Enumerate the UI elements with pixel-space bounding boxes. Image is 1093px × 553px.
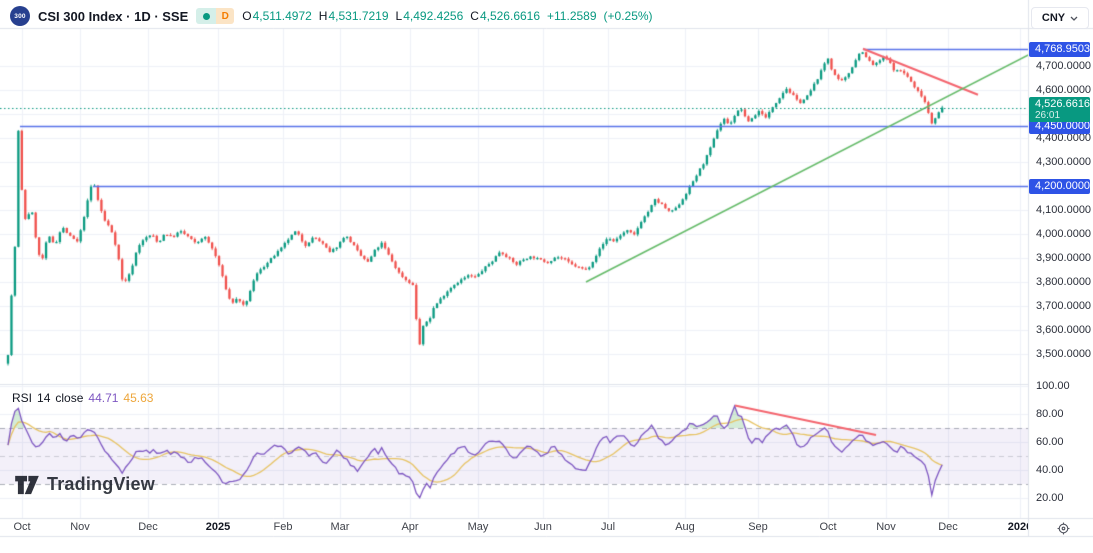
time-label-Dec: Dec bbox=[938, 521, 958, 533]
time-label-May: May bbox=[467, 521, 489, 533]
price-change: +11.2589 bbox=[547, 9, 597, 23]
price-tick-4000: 4,000.0000 bbox=[1036, 227, 1092, 240]
interval-badge: D bbox=[216, 8, 235, 24]
tradingview-watermark[interactable]: TradingView bbox=[14, 474, 155, 495]
rsi-tick-20: 20.00 bbox=[1036, 491, 1064, 504]
time-label-Aug: Aug bbox=[675, 521, 695, 533]
time-label-Dec: Dec bbox=[138, 521, 158, 533]
chevron-down-icon bbox=[1070, 16, 1078, 21]
rsi-length: 14 bbox=[37, 391, 51, 405]
price-tick-3600: 3,600.0000 bbox=[1036, 323, 1092, 336]
rsi-legend[interactable]: RSI 14 close 44.71 45.63 bbox=[12, 391, 153, 405]
rsi-value: 44.71 bbox=[88, 391, 119, 405]
market-open-dot-icon bbox=[196, 8, 217, 24]
chart-header: 300 CSI 300 Index · 1D · SSE D O 4,511.49… bbox=[10, 5, 653, 27]
price-tick-4600: 4,600.0000 bbox=[1036, 83, 1092, 96]
currency-selector[interactable]: CNY bbox=[1031, 7, 1089, 29]
bar-countdown: 26:01 bbox=[1035, 109, 1061, 121]
price-tick-3700: 3,700.0000 bbox=[1036, 299, 1092, 312]
price-tick-4300: 4,300.0000 bbox=[1036, 155, 1092, 168]
tradingview-logo-icon bbox=[15, 475, 39, 494]
rsi-ma-value: 45.63 bbox=[123, 391, 154, 405]
rsi-tick-100: 100.00 bbox=[1036, 379, 1070, 392]
time-label-2026: 2026 bbox=[1007, 521, 1028, 533]
time-label-Apr: Apr bbox=[401, 521, 419, 533]
rsi-source: close bbox=[55, 391, 84, 405]
rsi-tick-60: 60.00 bbox=[1036, 435, 1064, 448]
price-tick-3500: 3,500.0000 bbox=[1036, 347, 1092, 360]
symbol-logo-text: 300 bbox=[14, 12, 26, 20]
time-label-Jun: Jun bbox=[534, 521, 552, 533]
time-label-2025: 2025 bbox=[205, 521, 231, 533]
time-label-Nov: Nov bbox=[876, 521, 896, 533]
price-tick-4700: 4,700.0000 bbox=[1036, 59, 1092, 72]
rsi-tick-40: 40.00 bbox=[1036, 463, 1064, 476]
ohlc-high: H 4,531.7219 bbox=[318, 9, 389, 23]
symbol-logo[interactable]: 300 bbox=[10, 6, 30, 26]
price-tick-3900: 3,900.0000 bbox=[1036, 251, 1092, 264]
rsi-name: RSI bbox=[12, 391, 33, 405]
time-axis[interactable]: Oct Nov Dec 2025 Feb Mar Apr May Jun Jul Aug Sep Oct… bbox=[0, 519, 1028, 536]
symbol-title[interactable]: CSI 300 Index · 1D · SSE bbox=[38, 8, 189, 24]
time-label-Jul: Jul bbox=[600, 521, 616, 533]
ohlc-values: O 4,511.4972 H 4,531.7219 L 4,492.4256 C 4,526.… bbox=[242, 9, 652, 23]
price-change-percent: (+0.25%) bbox=[603, 9, 653, 23]
time-label-Feb: Feb bbox=[273, 521, 293, 533]
time-label-Nov: Nov bbox=[70, 521, 90, 533]
price-level-badge[interactable]: 4,768.9503 bbox=[1029, 41, 1090, 57]
price-tick-4100: 4,100.0000 bbox=[1036, 203, 1092, 216]
ohlc-open: O 4,511.4972 bbox=[242, 9, 312, 23]
ohlc-close: C 4,526.6616 bbox=[470, 9, 541, 23]
gear-icon[interactable] bbox=[1053, 520, 1073, 536]
price-axis[interactable]: 4,700.0000 4,600.0000 4,400.0000 4,300.0000… bbox=[1028, 0, 1093, 553]
watermark-text: TradingView bbox=[47, 474, 155, 494]
price-level-badge[interactable]: 4,450.0000 bbox=[1029, 118, 1090, 134]
time-label-Mar: Mar bbox=[330, 521, 350, 533]
market-status-pill[interactable]: D bbox=[196, 8, 235, 24]
price-tick-4400: 4,400.0000 bbox=[1036, 131, 1092, 144]
price-level-badge[interactable]: 4,200.0000 bbox=[1029, 178, 1090, 194]
rsi-tick-80: 80.00 bbox=[1036, 407, 1064, 420]
price-tick-3800: 3,800.0000 bbox=[1036, 275, 1092, 288]
currency-label: CNY bbox=[1041, 12, 1066, 24]
time-label-Oct: Oct bbox=[13, 521, 31, 533]
last-price-badge[interactable]: 4,526.6616 26:01 bbox=[1029, 97, 1090, 123]
ohlc-low: L 4,492.4256 bbox=[395, 9, 464, 23]
time-label-Sep: Sep bbox=[748, 521, 768, 533]
time-label-Oct: Oct bbox=[819, 521, 837, 533]
